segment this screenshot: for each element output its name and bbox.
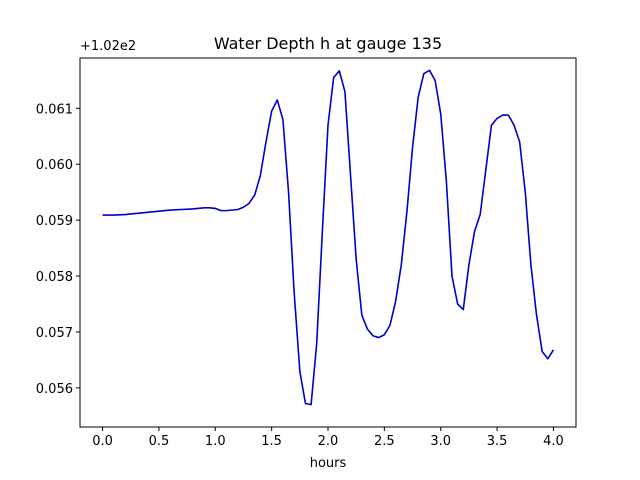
y-tick-label: 0.058 [36, 270, 73, 285]
plot-frame [79, 57, 577, 428]
x-axis-label: hours [310, 456, 347, 471]
chart-title: Water Depth h at gauge 135 [214, 34, 442, 53]
x-tick-label: 3.0 [430, 434, 451, 449]
x-tick-label: 1.5 [261, 434, 282, 449]
plot-area [102, 69, 555, 406]
y-tick-label: 0.061 [36, 102, 73, 117]
x-tick-label: 0.0 [92, 434, 113, 449]
y-axis: 0.056 0.057 0.058 0.059 0.060 0.061 [36, 102, 80, 397]
x-tick-label: 2.0 [318, 434, 339, 449]
x-axis: 0.0 0.5 1.0 1.5 2.0 2.5 3.0 3.5 4.0 [92, 427, 564, 449]
x-tick-label: 2.5 [374, 434, 395, 449]
x-tick-label: 4.0 [543, 434, 564, 449]
x-tick-label: 0.5 [149, 434, 170, 449]
y-offset-label: +1.02e2 [80, 39, 136, 54]
y-tick-label: 0.057 [36, 326, 73, 341]
x-tick-label: 3.5 [487, 434, 508, 449]
x-tick-label: 1.0 [205, 434, 226, 449]
y-tick-label: 0.060 [36, 158, 73, 173]
series-line-0 [102, 69, 555, 406]
y-tick-label: 0.059 [36, 214, 73, 229]
y-tick-label: 0.056 [36, 382, 73, 397]
